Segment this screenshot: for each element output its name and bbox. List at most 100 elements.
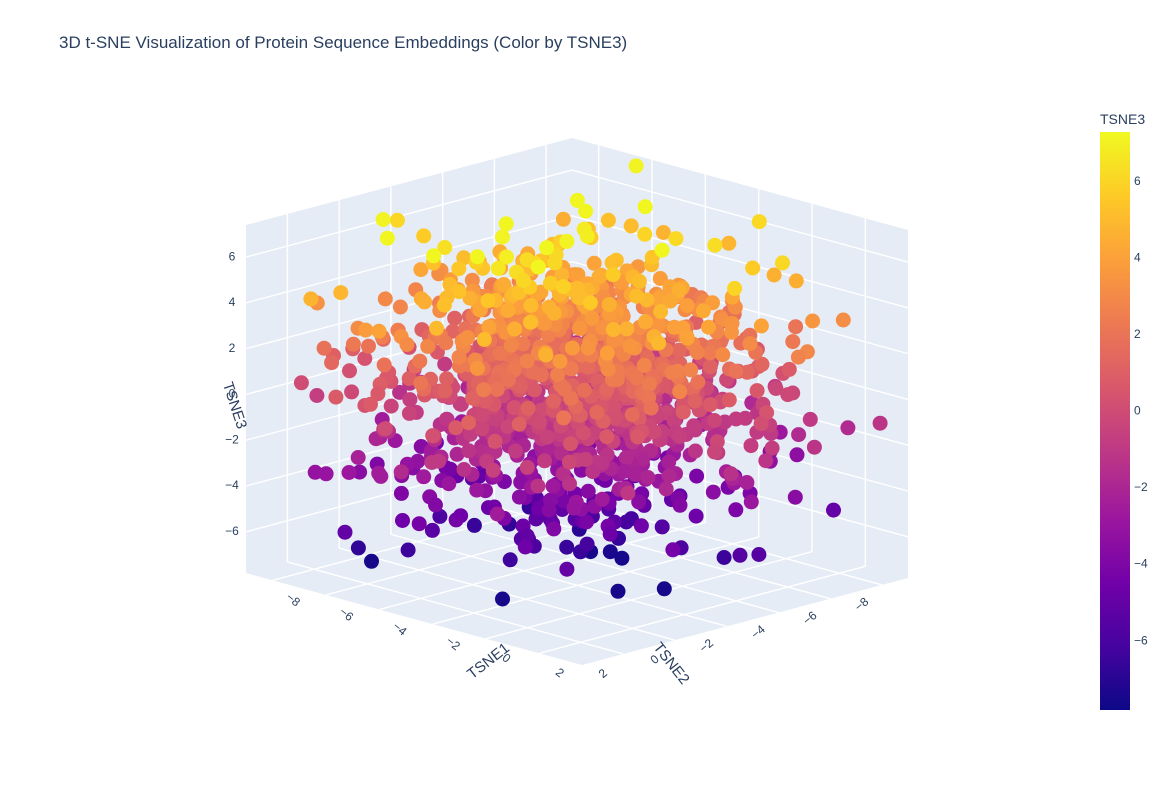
scatter-point: [487, 433, 503, 449]
scatter-point: [532, 414, 547, 430]
scatter-point: [546, 305, 562, 321]
scatter-point: [498, 216, 514, 232]
scatter-point: [462, 290, 478, 306]
scatter-point: [449, 446, 465, 462]
scatter-point: [345, 336, 361, 352]
scatter-point: [437, 383, 453, 399]
scatter-point: [460, 330, 476, 346]
scatter-point: [555, 211, 571, 227]
colorbar-tick-label: 4: [1134, 250, 1141, 264]
scatter-point: [539, 429, 555, 445]
scatter-point: [363, 396, 378, 412]
scatter-point: [448, 420, 464, 436]
scatter-point: [489, 506, 505, 522]
scatter-point: [530, 259, 546, 275]
scatter-point: [569, 192, 585, 208]
scatter-point: [702, 359, 718, 375]
scatter-point: [706, 413, 722, 428]
scatter-point: [438, 335, 454, 351]
scatter-point: [619, 321, 635, 337]
scatter-point: [702, 345, 718, 361]
scatter-point: [651, 335, 667, 351]
scatter-point: [623, 218, 639, 234]
scatter-point: [775, 255, 790, 271]
scatter-point: [601, 297, 617, 313]
scatter-point: [545, 478, 561, 494]
scatter-point: [728, 502, 744, 518]
scatter-point: [530, 478, 546, 494]
scatter-point: [364, 553, 379, 569]
scatter-point: [511, 416, 527, 432]
scatter-point: [584, 310, 600, 326]
colorbar-tick-label: −4: [1134, 557, 1148, 571]
scatter-point: [785, 334, 801, 350]
scatter-point: [707, 237, 723, 253]
scatter-point: [344, 384, 360, 400]
scatter-point: [437, 356, 453, 372]
scatter-point: [512, 378, 528, 394]
scatter-point: [451, 284, 467, 300]
scatter-point: [624, 407, 640, 423]
scatter-point: [702, 397, 718, 413]
scatter-point: [671, 283, 687, 299]
scatter-point: [781, 361, 797, 377]
scatter-point: [370, 386, 386, 402]
scatter-point: [546, 521, 562, 537]
scatter-point: [582, 295, 598, 311]
gridline-x-floor: [539, 565, 866, 654]
scatter-point: [537, 453, 552, 469]
scatter-point: [721, 235, 737, 251]
scatter-point: [578, 514, 594, 530]
scatter-point: [753, 416, 769, 432]
scatter-point: [653, 304, 669, 319]
scatter-point: [559, 539, 575, 555]
scatter-point: [358, 322, 374, 338]
scatter-point: [721, 392, 737, 408]
gridline-x-floor: [485, 551, 813, 640]
scatter-point: [502, 552, 518, 568]
scatter-point: [563, 361, 579, 377]
scatter-point: [627, 467, 643, 483]
scatter-point: [563, 436, 578, 452]
scatter-point: [805, 313, 821, 329]
scatter-point: [559, 561, 575, 577]
scatter-point: [638, 314, 653, 330]
scatter-point: [469, 249, 485, 265]
colorbar-gradient: [1100, 132, 1130, 710]
y-tick-label: −8: [852, 594, 872, 614]
colorbar-tick-label: 6: [1134, 174, 1141, 188]
scatter-point: [399, 336, 415, 352]
scatter-point: [646, 424, 662, 440]
scatter-point: [379, 230, 395, 246]
scatter-point: [389, 212, 405, 228]
gridline-x-floor: [325, 507, 653, 596]
scatter-point: [538, 347, 554, 363]
scatter-point: [754, 356, 770, 372]
scatter-point: [328, 389, 344, 405]
scatter-point: [400, 542, 416, 558]
scatter-point: [412, 353, 428, 369]
scatter-point: [453, 397, 469, 412]
scatter-point: [383, 398, 399, 414]
scatter-point: [629, 288, 645, 304]
scatter-point: [790, 349, 806, 365]
x-tick-label: −6: [337, 605, 357, 625]
gridline-z-xwall: [571, 169, 909, 263]
scatter-point: [500, 419, 516, 435]
scatter-point: [477, 393, 493, 409]
scatter-point: [517, 539, 533, 555]
scatter-point: [547, 317, 563, 333]
scatter-point: [695, 303, 711, 319]
scatter-point: [474, 408, 490, 424]
scatter-point: [600, 212, 616, 228]
scatter-point: [428, 497, 443, 513]
scatter-point: [534, 367, 549, 383]
scatter-point: [511, 489, 527, 505]
z-tick-label: −2: [225, 432, 239, 446]
scatter-point: [643, 400, 659, 416]
scatter-point: [316, 340, 332, 356]
scatter-point: [466, 517, 482, 533]
scatter-point: [728, 411, 744, 427]
scatter-point: [318, 466, 334, 482]
